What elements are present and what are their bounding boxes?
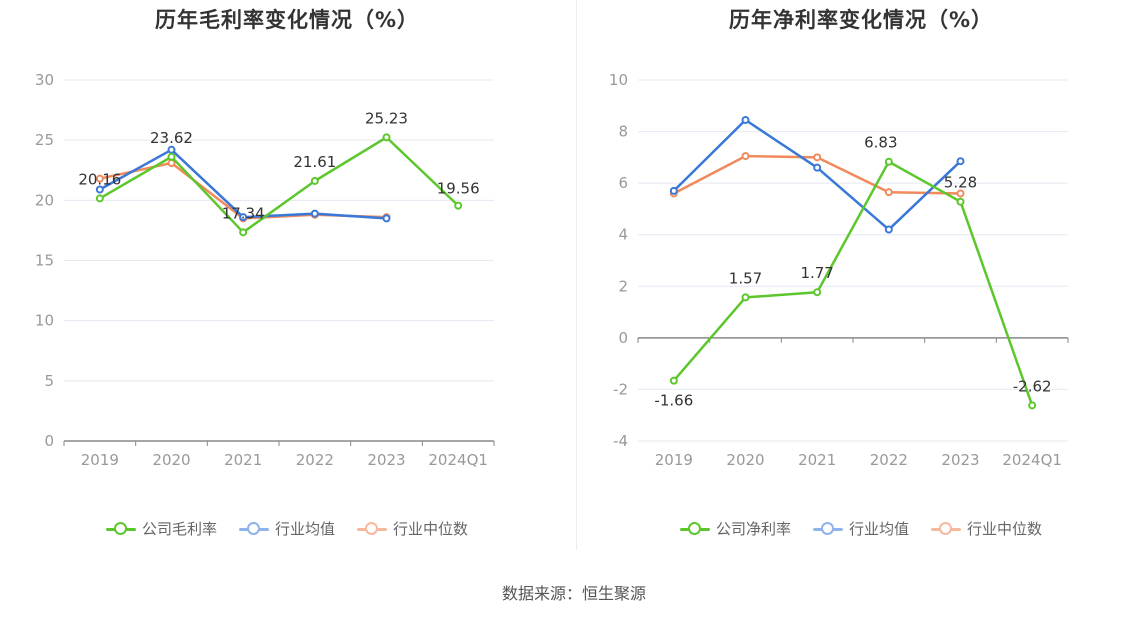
chart-title: 历年毛利率变化情况（%） (154, 8, 420, 32)
x-tick-label: 2023 (367, 451, 405, 469)
data-point (813, 163, 822, 172)
data-point (741, 152, 750, 161)
legend-item-industry-median[interactable]: 行业中位数 (357, 518, 468, 539)
data-point (310, 176, 319, 185)
data-label: 1.77 (800, 264, 833, 282)
series-line (673, 154, 961, 195)
y-tick-label: 10 (609, 71, 628, 89)
data-point (669, 186, 678, 195)
y-tick-label: 30 (35, 71, 54, 89)
x-tick-label: 2024Q1 (428, 451, 488, 469)
data-point (382, 133, 391, 142)
y-tick-label: 4 (618, 226, 628, 244)
data-label: -2.62 (1013, 377, 1052, 395)
series-line (672, 160, 1034, 406)
legend-line-icon (357, 521, 387, 536)
legend-label: 行业均值 (848, 520, 909, 538)
x-tick-label: 2020 (726, 451, 764, 469)
data-point (884, 188, 893, 197)
data-label: 21.61 (293, 153, 336, 171)
data-point (454, 201, 463, 210)
data-point (956, 189, 965, 198)
legend-label: 行业均值 (274, 520, 335, 538)
data-point (95, 194, 104, 203)
legend-label: 公司毛利率 (141, 520, 217, 538)
y-tick-label: 20 (35, 191, 54, 209)
data-point (239, 228, 248, 237)
data-point (813, 288, 822, 297)
legend-item-industry-mean[interactable]: 行业均值 (812, 518, 909, 539)
data-point (741, 115, 750, 124)
legend-item-industry-mean[interactable]: 行业均值 (238, 518, 335, 539)
data-label: 17.34 (222, 204, 265, 222)
data-label: 20.16 (78, 170, 121, 188)
x-tick-label: 2020 (152, 451, 190, 469)
y-tick-label: -4 (613, 432, 628, 450)
y-tick-label: 0 (44, 432, 54, 450)
legend-line-icon (238, 521, 269, 536)
data-label: 19.56 (437, 180, 480, 198)
legend-label: 行业中位数 (967, 520, 1043, 538)
gross-margin-chart: 0 5 10 15 20 25 30 2019 2020 2021 2022 2023 2024Q1 20… (35, 71, 495, 469)
data-point (310, 209, 319, 218)
legend-item-company[interactable]: 公司净利率 (679, 518, 791, 539)
data-point (95, 185, 104, 194)
net-margin-chart: -4 -2 0 2 4 6 8 10 2019 2020 2021 2022 2023 2024Q1 -1.… (609, 71, 1069, 469)
chart-legend: 公司净利率 行业均值 行业中位数 (574, 518, 1148, 539)
data-label: -1.66 (654, 392, 693, 410)
data-label: 5.28 (944, 174, 977, 192)
legend-item-industry-median[interactable]: 行业中位数 (931, 518, 1042, 539)
legend-line-icon (105, 521, 136, 536)
chart-title: 历年净利率变化情况（%） (728, 8, 994, 32)
legend-line-icon (931, 521, 961, 536)
y-tick-label: 5 (44, 372, 54, 390)
legend-label: 公司净利率 (715, 520, 791, 538)
y-tick-label: 2 (618, 277, 628, 295)
legend-line-icon (812, 521, 843, 536)
data-point (884, 157, 893, 166)
legend-line-icon (679, 521, 710, 536)
series-line (672, 118, 962, 231)
legend-item-company[interactable]: 公司毛利率 (105, 518, 217, 539)
data-label: 6.83 (864, 134, 897, 152)
panel-divider (576, 0, 577, 550)
net-margin-chart-panel: 历年净利率变化情况（%） -4 -2 0 2 4 6 8 10 2019 2020 2021 2022… (574, 0, 1148, 560)
series-line (99, 136, 460, 234)
x-tick-label: 2023 (941, 451, 979, 469)
data-label: 23.62 (150, 129, 193, 147)
y-tick-label: 25 (35, 131, 54, 149)
data-point (884, 225, 893, 234)
data-point (813, 153, 822, 162)
data-point (95, 174, 104, 183)
x-tick-label: 2022 (870, 451, 908, 469)
y-tick-label: -2 (613, 380, 628, 398)
data-label: 25.23 (365, 109, 408, 127)
y-tick-label: 6 (618, 174, 628, 192)
gross-margin-chart-panel: 历年毛利率变化情况（%） 0 5 10 15 20 25 30 2019 2020 2021 202… (0, 0, 574, 560)
data-point (382, 214, 391, 223)
y-tick-label: 15 (35, 252, 54, 270)
y-tick-label: 10 (35, 312, 54, 330)
chart-legend: 公司毛利率 行业均值 行业中位数 (0, 518, 574, 539)
x-tick-label: 2022 (296, 451, 334, 469)
data-label: 1.57 (729, 269, 762, 287)
x-tick-label: 2019 (655, 451, 693, 469)
data-point (1028, 401, 1037, 410)
data-point (167, 159, 176, 168)
data-point (741, 293, 750, 302)
x-tick-label: 2019 (81, 451, 119, 469)
x-tick-label: 2021 (798, 451, 836, 469)
x-tick-label: 2024Q1 (1002, 451, 1062, 469)
x-tick-label: 2021 (224, 451, 262, 469)
y-tick-label: 0 (618, 329, 628, 347)
y-tick-label: 8 (618, 123, 628, 141)
data-point (167, 152, 176, 161)
data-point (956, 157, 965, 166)
data-point (956, 197, 965, 206)
data-point (669, 376, 678, 385)
data-source: 数据来源：恒生聚源 (501, 584, 646, 603)
data-point (167, 145, 176, 154)
data-point (239, 213, 248, 222)
legend-label: 行业中位数 (393, 520, 469, 538)
